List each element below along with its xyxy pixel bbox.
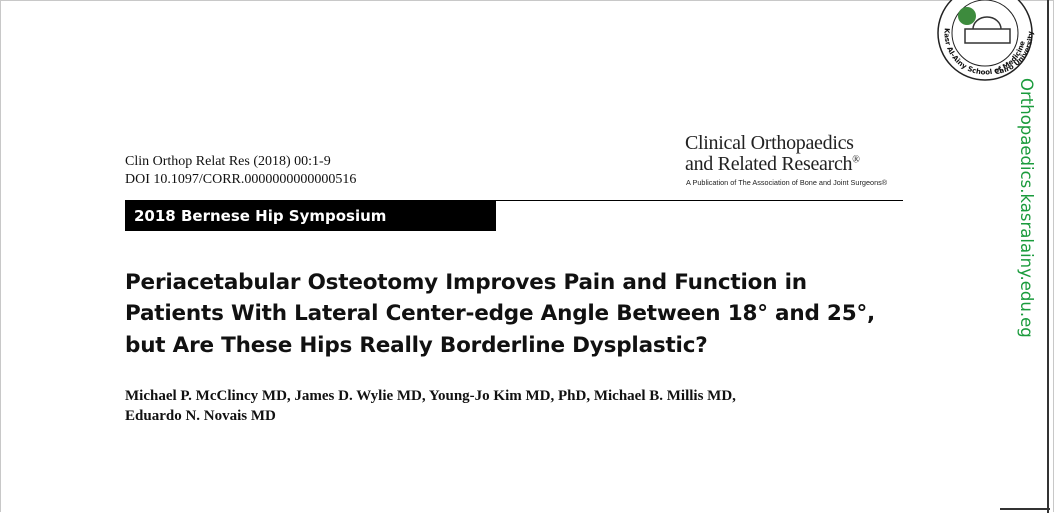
- article-title: Periacetabular Osteotomy Improves Pain a…: [125, 270, 807, 295]
- journal-name: and Related Research®: [685, 153, 860, 176]
- seal-dome: [964, 16, 1011, 44]
- registered-mark: ®: [852, 154, 860, 166]
- seal-outer: [937, 0, 1033, 81]
- seal-tree: [958, 7, 976, 25]
- authors: Michael P. McClincy MD, James D. Wylie M…: [125, 388, 736, 404]
- header-rule: [125, 200, 903, 201]
- journal-tagline: A Publication of The Association of Bone…: [686, 178, 888, 187]
- watermark-url: Orthopaedics.kasralainy.edu.eg: [1017, 78, 1036, 338]
- authors: Eduardo N. Novais MD: [125, 408, 276, 424]
- journal-name: Clinical Orthopaedics: [685, 132, 854, 154]
- article-title: but Are These Hips Really Borderline Dys…: [125, 333, 708, 358]
- doi: DOI 10.1097/CORR.0000000000000516: [125, 172, 357, 187]
- window-edge: [1000, 508, 1050, 510]
- seal: Kasr Al-Ainy School of Medicine Cairo Un…: [937, 0, 1035, 81]
- journal-name-text: and Related Research: [685, 153, 853, 175]
- citation: Clin Orthop Relat Res (2018) 00:1-9: [125, 154, 331, 169]
- article-title: Patients With Lateral Center-edge Angle …: [125, 301, 875, 326]
- seal-inner: [951, 0, 1019, 67]
- window-edge: [1047, 0, 1049, 513]
- section-banner: 2018 Bernese Hip Symposium: [125, 201, 496, 231]
